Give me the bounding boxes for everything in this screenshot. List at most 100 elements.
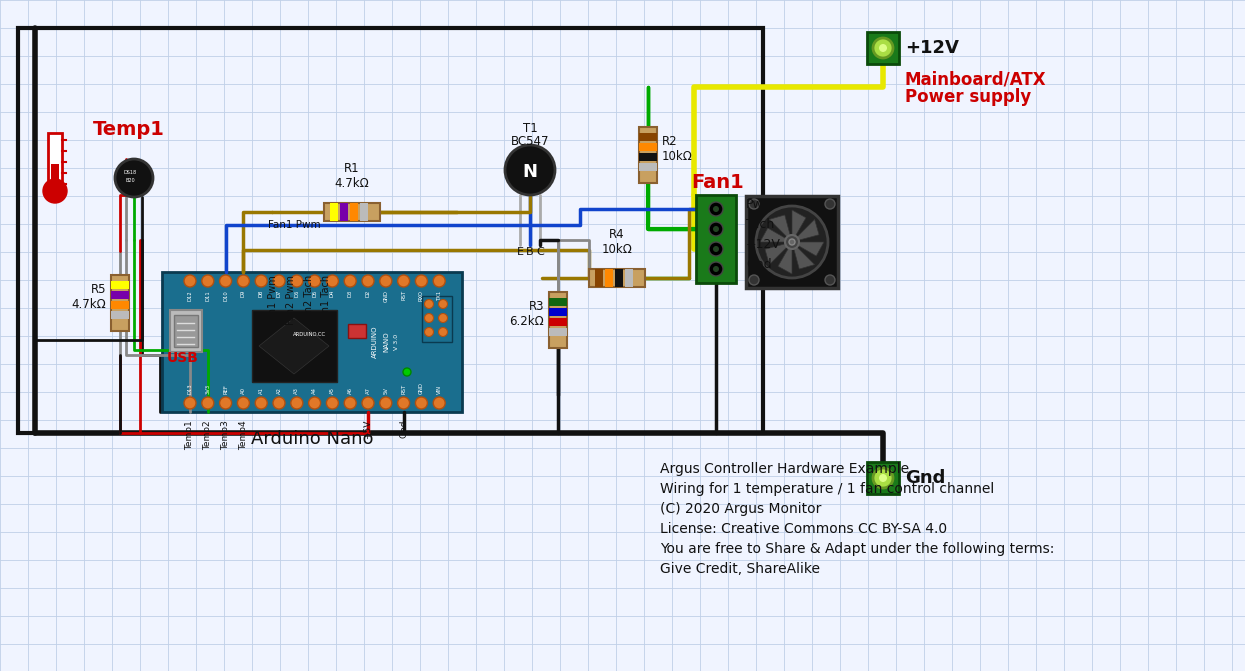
Text: C: C — [537, 247, 544, 257]
Text: DS18: DS18 — [123, 170, 137, 175]
Circle shape — [309, 275, 321, 287]
Circle shape — [438, 313, 447, 323]
Text: USB: USB — [167, 351, 199, 365]
Text: GND: GND — [383, 290, 388, 302]
Bar — [111, 281, 129, 289]
Text: A1: A1 — [259, 387, 264, 394]
Text: R3
6.2kΩ: R3 6.2kΩ — [509, 300, 544, 328]
Text: Tach: Tach — [746, 219, 774, 231]
Bar — [111, 311, 129, 319]
Text: Fan1 Pwm: Fan1 Pwm — [268, 275, 278, 325]
Polygon shape — [769, 215, 791, 238]
Circle shape — [397, 397, 410, 409]
Text: A3: A3 — [294, 387, 299, 394]
Text: Temp2: Temp2 — [203, 420, 213, 450]
Text: Temp4: Temp4 — [239, 420, 248, 450]
Circle shape — [326, 397, 339, 409]
Text: ARDUINO.CC: ARDUINO.CC — [294, 331, 326, 336]
Text: RXO: RXO — [418, 290, 423, 301]
Bar — [111, 291, 129, 299]
Bar — [174, 315, 198, 347]
Polygon shape — [792, 210, 806, 238]
Bar — [111, 301, 129, 309]
Text: Fan1 Pwm: Fan1 Pwm — [268, 220, 321, 230]
Bar — [51, 164, 59, 194]
Circle shape — [708, 222, 723, 236]
Text: Power supply: Power supply — [905, 88, 1031, 106]
Bar — [549, 298, 566, 306]
Bar — [605, 269, 613, 287]
Circle shape — [184, 397, 195, 409]
Bar — [17, 28, 763, 433]
Bar — [867, 32, 899, 64]
Text: A5: A5 — [330, 387, 335, 394]
Text: License: Creative Commons CC BY-SA 4.0: License: Creative Commons CC BY-SA 4.0 — [660, 522, 947, 536]
Circle shape — [873, 38, 893, 58]
Bar — [162, 272, 462, 412]
Text: Fan1 Tach: Fan1 Tach — [321, 275, 331, 323]
Bar — [639, 143, 657, 151]
Circle shape — [309, 397, 321, 409]
Circle shape — [202, 397, 214, 409]
Bar — [625, 269, 632, 287]
Bar — [349, 324, 366, 338]
Circle shape — [789, 239, 796, 245]
Circle shape — [44, 179, 67, 203]
Circle shape — [380, 397, 392, 409]
Text: N: N — [523, 163, 538, 181]
Text: A7: A7 — [366, 387, 371, 394]
Text: B: B — [527, 247, 534, 257]
Bar — [696, 195, 736, 283]
Text: T1: T1 — [523, 122, 538, 135]
Text: A0: A0 — [240, 387, 247, 394]
Circle shape — [397, 275, 410, 287]
Circle shape — [873, 468, 893, 488]
Text: VIN: VIN — [437, 385, 442, 394]
Circle shape — [344, 397, 356, 409]
Bar — [350, 203, 359, 221]
Text: R5
4.7kΩ: R5 4.7kΩ — [71, 283, 106, 311]
Text: R4
10kΩ: R4 10kΩ — [601, 228, 632, 256]
Circle shape — [749, 199, 759, 209]
Circle shape — [255, 275, 268, 287]
Text: D10: D10 — [223, 290, 228, 301]
Circle shape — [713, 206, 720, 212]
Circle shape — [786, 235, 799, 249]
Bar — [595, 269, 603, 287]
Circle shape — [425, 327, 433, 336]
Bar — [549, 318, 566, 326]
Bar — [549, 292, 566, 348]
Circle shape — [749, 275, 759, 285]
Text: V 3.0: V 3.0 — [393, 334, 398, 350]
Circle shape — [238, 275, 249, 287]
Circle shape — [202, 275, 214, 287]
Circle shape — [344, 275, 356, 287]
Text: Fan2 Tach: Fan2 Tach — [304, 275, 314, 323]
Text: Argus Controller Hardware Example: Argus Controller Hardware Example — [660, 462, 909, 476]
Bar — [49, 133, 62, 189]
Circle shape — [238, 397, 249, 409]
Text: Gnd: Gnd — [905, 469, 945, 487]
Bar — [746, 196, 838, 288]
Text: Arduino Nano: Arduino Nano — [250, 430, 374, 448]
Bar — [251, 310, 337, 382]
Bar — [867, 462, 899, 494]
Text: E: E — [517, 247, 523, 257]
Circle shape — [708, 242, 723, 256]
Circle shape — [756, 206, 828, 278]
Text: RST: RST — [401, 384, 406, 394]
Bar — [589, 269, 645, 287]
Circle shape — [362, 397, 373, 409]
Text: A6: A6 — [347, 387, 352, 394]
Polygon shape — [259, 318, 329, 374]
Text: Fan1: Fan1 — [691, 173, 743, 192]
Circle shape — [713, 266, 720, 272]
Circle shape — [825, 275, 835, 285]
Circle shape — [425, 299, 433, 309]
Bar — [639, 127, 657, 183]
Text: GND: GND — [418, 382, 423, 394]
Circle shape — [505, 145, 555, 195]
Bar — [549, 308, 566, 316]
Text: Wiring for 1 temperature / 1 fan control channel: Wiring for 1 temperature / 1 fan control… — [660, 482, 995, 496]
Text: B20: B20 — [126, 178, 134, 183]
